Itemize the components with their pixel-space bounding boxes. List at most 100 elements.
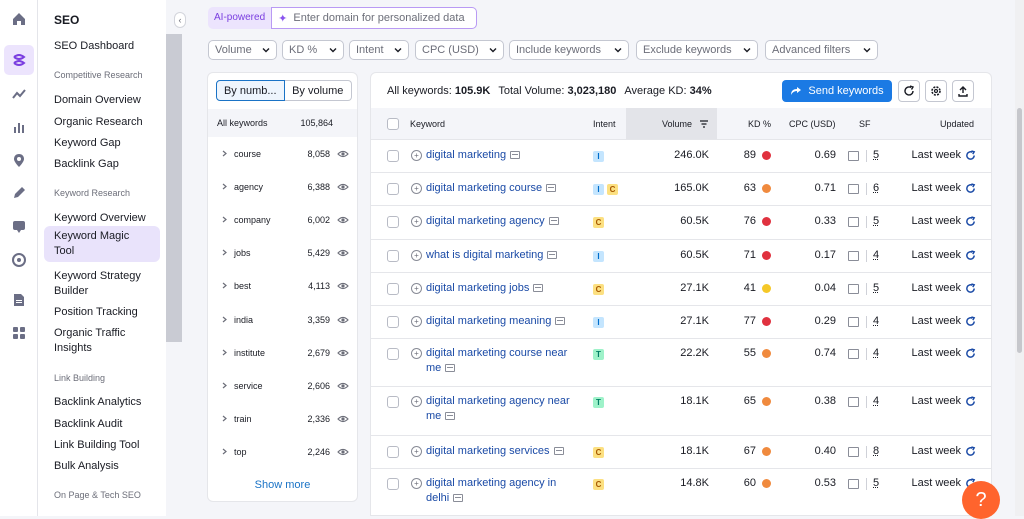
add-to-list-icon[interactable]: + <box>411 478 422 489</box>
sidebar-item-backlink-analytics[interactable]: Backlink Analytics <box>54 396 142 408</box>
sort-icon[interactable] <box>699 108 709 139</box>
add-to-list-icon[interactable]: + <box>411 282 422 294</box>
header-updated[interactable]: Updated <box>940 118 975 129</box>
eye-icon[interactable] <box>337 413 349 425</box>
document-icon[interactable] <box>9 290 29 310</box>
update-refresh-icon[interactable] <box>965 216 976 227</box>
sidebar-item-organic-traffic-insights[interactable]: Organic Traffic Insights <box>54 327 126 354</box>
serp-icon[interactable] <box>510 150 521 159</box>
header-intent[interactable]: Intent <box>593 118 616 129</box>
export-button[interactable] <box>952 80 974 102</box>
serp-features-count[interactable]: 6 <box>873 181 880 194</box>
eye-icon[interactable] <box>337 148 349 160</box>
serp-icon[interactable] <box>533 283 544 292</box>
show-more-button[interactable]: Show more <box>254 479 311 491</box>
update-refresh-icon[interactable] <box>965 315 976 327</box>
filter-cpc[interactable]: CPC (USD) <box>415 40 504 60</box>
group-row[interactable]: india 3,359 <box>208 310 357 330</box>
select-all-checkbox[interactable] <box>387 117 399 130</box>
keyword-link[interactable]: what is digital marketing <box>426 248 558 263</box>
bar-chart-icon[interactable] <box>9 117 29 137</box>
sidebar-scrollbar[interactable] <box>166 0 182 516</box>
update-refresh-icon[interactable] <box>965 396 976 407</box>
sidebar-item-organic-research[interactable]: Organic Research <box>54 116 143 128</box>
sidebar-item-keyword-overview[interactable]: Keyword Overview <box>54 212 146 224</box>
eye-icon[interactable] <box>337 380 349 392</box>
all-keywords-group[interactable]: All keywords 105,864 <box>208 109 357 137</box>
group-row[interactable]: jobs 5,429 <box>208 243 357 263</box>
row-checkbox[interactable] <box>387 216 399 228</box>
serp-features-count[interactable]: 5 <box>873 148 880 161</box>
heart-chat-icon[interactable] <box>9 216 29 236</box>
trends-icon[interactable] <box>9 84 29 104</box>
by-number-toggle[interactable]: By numb... <box>216 80 285 101</box>
eye-icon[interactable] <box>337 280 349 292</box>
serp-features-count[interactable]: 4 <box>873 395 880 407</box>
target-icon[interactable] <box>9 250 29 270</box>
keyword-link[interactable]: digital marketing agency near me <box>426 394 570 424</box>
sidebar-item-domain-overview[interactable]: Domain Overview <box>54 94 141 106</box>
group-row[interactable]: service 2,606 <box>208 376 357 396</box>
serp-icon[interactable] <box>553 446 564 455</box>
serp-icon[interactable] <box>555 316 566 325</box>
keyword-link[interactable]: digital marketing course near me <box>426 346 567 376</box>
update-refresh-icon[interactable] <box>965 348 976 359</box>
sidebar-item-seo-dashboard[interactable]: SEO Dashboard <box>54 40 135 52</box>
header-kd[interactable]: KD % <box>748 118 772 129</box>
send-keywords-button[interactable]: Send keywords <box>782 80 892 102</box>
keyword-link[interactable]: digital marketing services <box>426 444 564 459</box>
update-refresh-icon[interactable] <box>965 149 976 161</box>
row-checkbox[interactable] <box>387 315 399 328</box>
row-checkbox[interactable] <box>387 348 399 360</box>
filter-volume[interactable]: Volume <box>208 40 277 60</box>
eye-icon[interactable] <box>337 247 349 259</box>
settings-button[interactable] <box>925 80 947 102</box>
page-scroll-thumb[interactable] <box>1017 108 1022 353</box>
group-row[interactable]: train 2,336 <box>208 409 357 429</box>
help-button[interactable]: ? <box>962 481 1000 519</box>
filter-intent[interactable]: Intent <box>349 40 409 60</box>
eye-icon[interactable] <box>337 314 349 326</box>
refresh-button[interactable] <box>898 80 920 102</box>
filter-include-keywords[interactable]: Include keywords <box>509 40 629 60</box>
row-checkbox[interactable] <box>387 445 399 458</box>
keyword-link[interactable]: digital marketing agency <box>426 214 559 229</box>
add-to-list-icon[interactable]: + <box>411 216 422 227</box>
eye-icon[interactable] <box>337 214 349 226</box>
collapse-sidebar-button[interactable]: ‹ <box>174 12 186 28</box>
eye-icon[interactable] <box>337 347 349 359</box>
serp-features-count[interactable]: 4 <box>873 347 880 359</box>
filter-kd[interactable]: KD % <box>282 40 344 60</box>
sidebar-item-keyword-magic-tool[interactable]: Keyword Magic Tool <box>44 226 160 262</box>
eye-icon[interactable] <box>337 446 349 458</box>
row-checkbox[interactable] <box>387 396 399 408</box>
serp-features-count[interactable]: 5 <box>873 281 880 294</box>
filter-advanced[interactable]: Advanced filters <box>765 40 878 60</box>
seo-icon[interactable] <box>4 45 34 75</box>
row-checkbox[interactable] <box>387 149 399 162</box>
update-refresh-icon[interactable] <box>965 445 976 457</box>
group-row[interactable]: course 8,058 <box>208 144 357 164</box>
header-volume[interactable]: Volume <box>662 118 693 129</box>
pen-icon[interactable] <box>9 183 29 203</box>
sidebar-item-position-tracking[interactable]: Position Tracking <box>54 306 138 318</box>
serp-icon[interactable] <box>546 183 557 192</box>
serp-features-count[interactable]: 5 <box>873 215 880 227</box>
group-row[interactable]: agency 6,388 <box>208 177 357 197</box>
add-to-list-icon[interactable]: + <box>411 445 422 457</box>
add-to-list-icon[interactable]: + <box>411 396 422 407</box>
group-row[interactable]: company 6,002 <box>208 210 357 230</box>
keyword-link[interactable]: digital marketing jobs <box>426 281 544 296</box>
sidebar-item-link-building-tool[interactable]: Link Building Tool <box>54 439 140 451</box>
row-checkbox[interactable] <box>387 478 399 490</box>
keyword-link[interactable]: digital marketing <box>426 148 521 163</box>
update-refresh-icon[interactable] <box>965 182 976 194</box>
add-to-list-icon[interactable]: + <box>411 149 422 161</box>
filter-exclude-keywords[interactable]: Exclude keywords <box>636 40 758 60</box>
group-row[interactable]: top 2,246 <box>208 442 357 462</box>
serp-features-count[interactable]: 8 <box>873 444 880 457</box>
sidebar-item-backlink-gap[interactable]: Backlink Gap <box>54 158 119 170</box>
keyword-link[interactable]: digital marketing meaning <box>426 314 566 329</box>
header-cpc[interactable]: CPC (USD) <box>789 118 836 129</box>
update-refresh-icon[interactable] <box>965 249 976 261</box>
